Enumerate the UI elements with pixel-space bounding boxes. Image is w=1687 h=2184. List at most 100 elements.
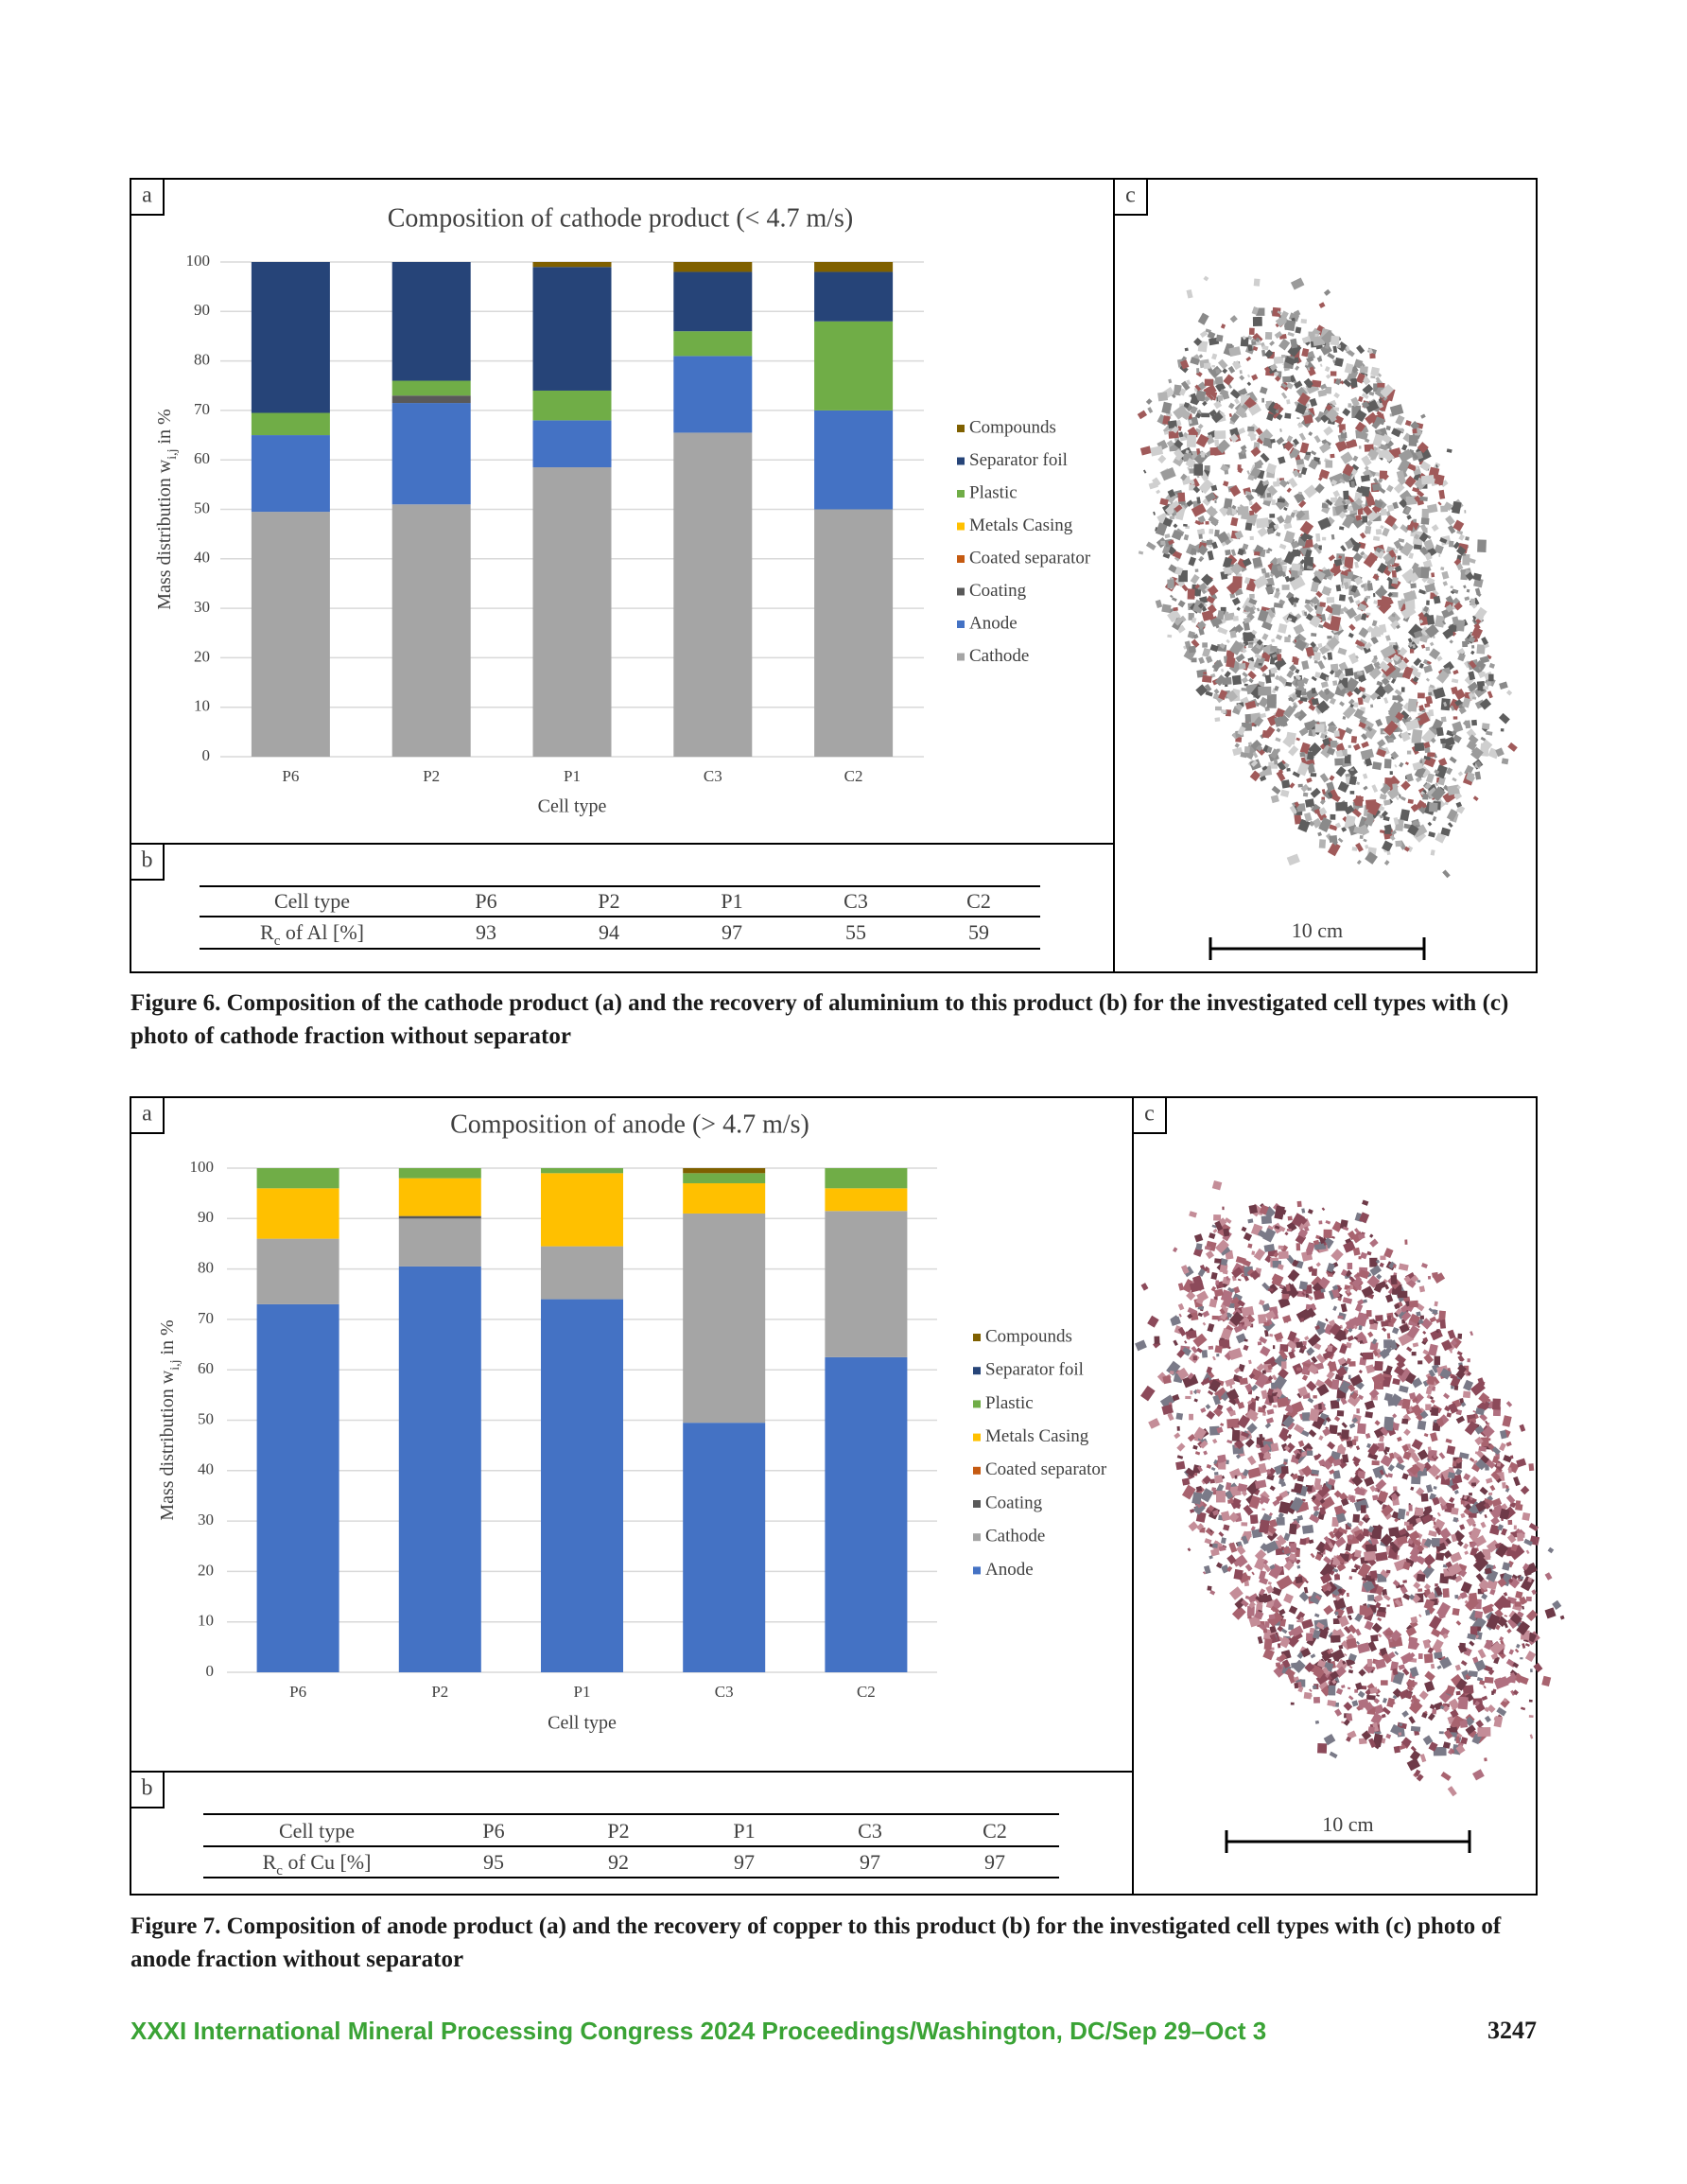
photo-particle xyxy=(1234,398,1241,405)
photo-particle xyxy=(1338,511,1347,519)
photo-particle xyxy=(1488,673,1494,682)
photo-particle xyxy=(1247,1593,1260,1604)
photo-particle xyxy=(1356,860,1362,865)
photo-particle xyxy=(1411,1377,1423,1389)
photo-particle xyxy=(1244,492,1255,502)
photo-particle xyxy=(1487,1579,1498,1590)
photo-particle xyxy=(1452,777,1457,782)
photo-particle xyxy=(1209,1555,1213,1560)
panel-label: a xyxy=(142,1102,152,1127)
photo-particle xyxy=(1396,1456,1404,1465)
photo-particle xyxy=(1261,1214,1273,1225)
legend-label: Coated separator xyxy=(969,548,1091,568)
photo-particle xyxy=(1321,1581,1332,1593)
photo-particle xyxy=(1278,768,1284,775)
photo-particle xyxy=(1522,1562,1538,1576)
photo-particle xyxy=(1204,1538,1212,1545)
photo-particle xyxy=(1455,1736,1460,1744)
photo-particle xyxy=(1371,1460,1380,1466)
photo-particle xyxy=(1227,1346,1231,1350)
legend-marker xyxy=(973,1466,981,1475)
photo-particle xyxy=(1421,508,1429,519)
photo-particle xyxy=(1360,1505,1366,1513)
photo-particle xyxy=(1181,1346,1191,1356)
photo-particle xyxy=(1485,1464,1489,1471)
photo-particle xyxy=(1383,683,1395,694)
photo-particle xyxy=(1314,672,1321,678)
photo-particle xyxy=(1209,446,1219,456)
photo-particle xyxy=(1480,1521,1487,1529)
photo-particle xyxy=(1384,731,1397,743)
photo-particle xyxy=(1320,681,1329,689)
photo-particle xyxy=(1335,749,1344,758)
photo-particle xyxy=(1214,529,1220,537)
photo-particle xyxy=(1276,1656,1283,1663)
photo-particle xyxy=(1190,393,1199,404)
photo-particle xyxy=(1216,610,1225,620)
photo-particle xyxy=(1318,623,1324,629)
photo-particle xyxy=(1424,703,1431,708)
photo-particle xyxy=(1369,691,1380,701)
photo-particle xyxy=(1330,335,1340,346)
photo-particle xyxy=(1231,1267,1244,1279)
photo-particle xyxy=(1366,725,1373,732)
photo-particle xyxy=(1399,761,1404,768)
photo-particle xyxy=(1365,1310,1372,1318)
photo-particle xyxy=(1499,1429,1507,1440)
photo-particle xyxy=(1517,1579,1521,1581)
photo-particle xyxy=(1342,566,1348,570)
photo-particle xyxy=(1428,691,1433,696)
photo-particle xyxy=(1317,476,1323,481)
photo-particle xyxy=(1186,379,1191,386)
photo-particle xyxy=(1434,1355,1441,1366)
photo-particle xyxy=(1493,1504,1504,1513)
photo-particle xyxy=(1493,1676,1509,1689)
photo-particle xyxy=(1413,472,1421,481)
photo-particle xyxy=(1478,1392,1490,1405)
photo-particle xyxy=(1317,690,1326,698)
photo-particle xyxy=(1307,751,1314,760)
photo-particle xyxy=(1274,674,1280,681)
photo-particle xyxy=(1439,738,1447,744)
photo-particle xyxy=(1400,730,1411,743)
photo-particle xyxy=(1217,1454,1227,1463)
photo-particle xyxy=(1300,1318,1304,1322)
photo-particle xyxy=(1520,1576,1524,1581)
photo-particle xyxy=(1353,576,1364,585)
photo-particle xyxy=(1372,573,1380,581)
photo-particle xyxy=(1351,463,1360,471)
photo-particle xyxy=(1348,1317,1360,1325)
photo-particle xyxy=(1484,1639,1494,1651)
photo-particle xyxy=(1423,1433,1429,1438)
photo-particle xyxy=(1482,739,1493,750)
photo-particle xyxy=(1188,416,1199,427)
photo-particle xyxy=(1322,738,1330,746)
photo-particle xyxy=(1185,449,1190,454)
photo-particle xyxy=(1375,1585,1384,1596)
photo-particle xyxy=(1211,411,1224,424)
photo-particle xyxy=(1247,430,1257,440)
photo-particle xyxy=(1201,451,1206,458)
photo-particle xyxy=(1319,733,1326,740)
photo-particle xyxy=(1241,513,1251,520)
photo-particle xyxy=(1371,784,1379,794)
photo-particle xyxy=(1283,506,1288,512)
photo-particle xyxy=(1203,1450,1209,1456)
photo-particle xyxy=(1235,703,1244,711)
photo-particle xyxy=(1330,1249,1344,1262)
photo-particle xyxy=(1311,327,1321,338)
photo-particle xyxy=(1405,1511,1410,1516)
photo-particle xyxy=(1230,549,1237,556)
photo-particle xyxy=(1424,1609,1431,1616)
photo-particle xyxy=(1206,1463,1212,1469)
photo-particle xyxy=(1278,675,1287,685)
photo-particle xyxy=(1374,1360,1383,1372)
photo-particle xyxy=(1486,680,1492,687)
photo-particle xyxy=(1260,1345,1271,1357)
photo-particle xyxy=(1325,404,1333,411)
photo-particle xyxy=(1544,1607,1557,1619)
photo-particle xyxy=(1315,1320,1327,1329)
photo-particle xyxy=(1319,363,1323,367)
photo-particle xyxy=(1507,1519,1513,1526)
photo-particle xyxy=(1273,480,1280,487)
